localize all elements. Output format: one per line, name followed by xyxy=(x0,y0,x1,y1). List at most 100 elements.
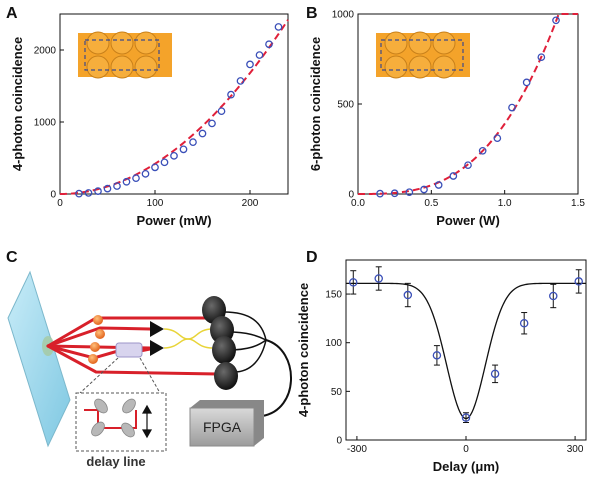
data-point xyxy=(179,145,188,154)
data-point xyxy=(552,16,560,25)
data-point xyxy=(390,189,399,198)
x-tick-label: 1.0 xyxy=(498,198,512,209)
data-point xyxy=(170,151,178,160)
delay-element xyxy=(115,342,143,358)
inset-b-circle xyxy=(432,31,456,55)
filter-dot xyxy=(88,354,98,364)
filter-dot xyxy=(90,342,100,352)
data-point xyxy=(113,182,121,190)
panel-label-a: A xyxy=(6,5,18,22)
y-tick-label: 500 xyxy=(337,100,354,111)
cable xyxy=(227,331,267,341)
data-point xyxy=(490,369,500,379)
arrow-head-down-icon xyxy=(141,429,153,439)
x-axis-title: Power (W) xyxy=(436,213,500,228)
detector xyxy=(214,362,238,390)
laser-beam xyxy=(46,316,210,348)
error-bar xyxy=(521,312,528,335)
y-tick-label: 0 xyxy=(50,190,56,201)
data-point xyxy=(189,138,197,147)
inset-a-circle xyxy=(134,31,158,55)
inset-a-circle xyxy=(110,55,134,79)
data-point xyxy=(449,172,458,180)
fpga-label: FPGA xyxy=(203,419,242,435)
x-tick-label: 0 xyxy=(463,444,469,455)
inset-b-circle xyxy=(384,55,408,79)
data-point xyxy=(432,351,442,360)
data-point xyxy=(349,278,358,287)
panel-label-b: B xyxy=(306,5,318,22)
y-axis-title: 4-photon coincidence xyxy=(296,283,311,417)
inset-b-circle xyxy=(408,31,432,55)
detector xyxy=(212,336,236,364)
laser-beam xyxy=(46,344,220,376)
data-point xyxy=(208,119,216,128)
data-point xyxy=(405,188,414,197)
data-point xyxy=(274,23,283,31)
data-point xyxy=(227,90,235,99)
data-point xyxy=(464,161,472,170)
y-tick-label: 50 xyxy=(331,387,343,398)
data-point xyxy=(493,134,502,143)
data-point xyxy=(160,158,169,167)
inset-a-circle xyxy=(110,31,134,55)
data-point xyxy=(434,181,443,189)
inset-a-circle xyxy=(86,55,110,79)
inset-b-circle xyxy=(384,31,408,55)
x-tick-label: 200 xyxy=(242,198,259,209)
fit-curve xyxy=(358,13,578,195)
data-point xyxy=(549,291,558,301)
cable xyxy=(261,339,292,417)
data-point xyxy=(141,169,150,178)
filter-dot xyxy=(93,315,103,325)
data-point xyxy=(519,318,529,328)
data-point xyxy=(217,107,226,116)
filter-dot xyxy=(95,329,105,339)
error-bar xyxy=(492,364,499,384)
data-point xyxy=(508,103,516,112)
error-bar xyxy=(433,345,440,366)
panel-label-d: D xyxy=(306,249,318,266)
crystal-plate xyxy=(7,270,71,448)
fit-curve xyxy=(346,282,586,420)
data-point xyxy=(198,129,207,138)
x-axis-title: Power (mW) xyxy=(136,213,211,228)
y-tick-label: 150 xyxy=(325,290,342,301)
data-point xyxy=(537,53,546,62)
data-point xyxy=(132,174,140,183)
data-point xyxy=(246,60,254,69)
inset-lattice-b xyxy=(376,31,470,79)
data-point xyxy=(84,189,93,197)
y-axis-title: 4-photon coincidence xyxy=(10,37,25,171)
data-point xyxy=(420,185,428,194)
y-axis-title: 6-photon coincidence xyxy=(308,37,323,171)
data-point xyxy=(522,78,531,87)
data-point xyxy=(103,184,112,193)
y-tick-label: 100 xyxy=(325,338,342,349)
data-point xyxy=(151,163,159,172)
mirror xyxy=(91,421,105,437)
fit-curve xyxy=(59,19,289,195)
inset-lattice-a xyxy=(78,31,172,79)
mirror xyxy=(94,398,108,414)
laser-beam xyxy=(46,326,152,348)
plot-frame xyxy=(59,13,289,195)
x-tick-label: 1.5 xyxy=(571,198,585,209)
data-point xyxy=(75,189,83,198)
delay-line-inset xyxy=(75,392,167,452)
y-tick-label: 0 xyxy=(348,190,354,201)
data-point xyxy=(403,290,413,300)
inset-b-circle xyxy=(432,55,456,79)
data-point xyxy=(122,177,131,186)
chart-d: -300 0 300 0 50 100 150 Delay (μm) 4-photon coin… xyxy=(296,259,587,474)
data-point xyxy=(574,277,583,286)
arrow-head-up-icon xyxy=(141,404,153,414)
x-tick-label: 300 xyxy=(567,444,584,455)
inset-b-circle xyxy=(408,55,432,79)
mirror xyxy=(122,398,136,414)
mirror xyxy=(121,422,135,438)
fiber-splitter xyxy=(163,328,213,340)
error-bar xyxy=(404,282,411,308)
